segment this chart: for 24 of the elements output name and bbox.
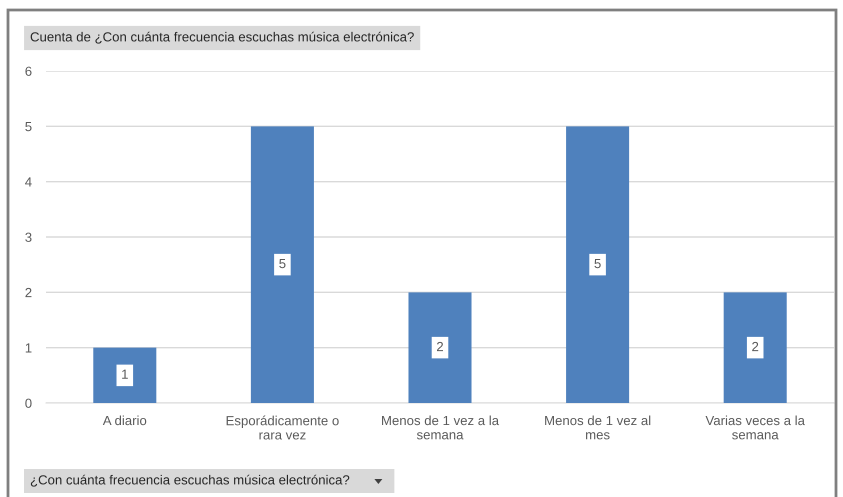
- bar: [408, 292, 472, 403]
- y-tick-label: 4: [25, 177, 32, 186]
- x-tick-label: Esporádicamente o rara vez: [226, 416, 339, 440]
- bar: [724, 292, 787, 403]
- x-tick-label: A diario: [102, 416, 146, 426]
- data-label: 5: [594, 259, 601, 268]
- bar: [566, 126, 630, 403]
- y-tick-label: 6: [25, 66, 32, 76]
- y-tick-label: 1: [26, 343, 32, 352]
- data-label: 2: [436, 342, 444, 352]
- chart-title: Cuenta de ¿Con cuánta frecuencia escuchas música electrónica?: [30, 32, 414, 44]
- bar: [250, 126, 314, 403]
- y-tick-label: 2: [25, 288, 32, 298]
- y-tick-label: 5: [25, 122, 32, 132]
- y-tick-label: 0: [25, 398, 32, 408]
- data-label: 5: [279, 259, 286, 268]
- bar: [93, 348, 156, 403]
- x-tick-label: Varias veces a la semana: [706, 416, 805, 440]
- x-tick-label: Menos de 1 vez al mes: [545, 416, 650, 440]
- y-tick-label: 3: [25, 232, 32, 242]
- data-label: 1: [122, 370, 128, 379]
- x-tick-label: Menos de 1 vez a la semana: [382, 416, 500, 440]
- x-axis-title: ¿Con cuánta frecuencia escuchas música electrónica?: [30, 474, 350, 487]
- data-label: 2: [752, 342, 758, 352]
